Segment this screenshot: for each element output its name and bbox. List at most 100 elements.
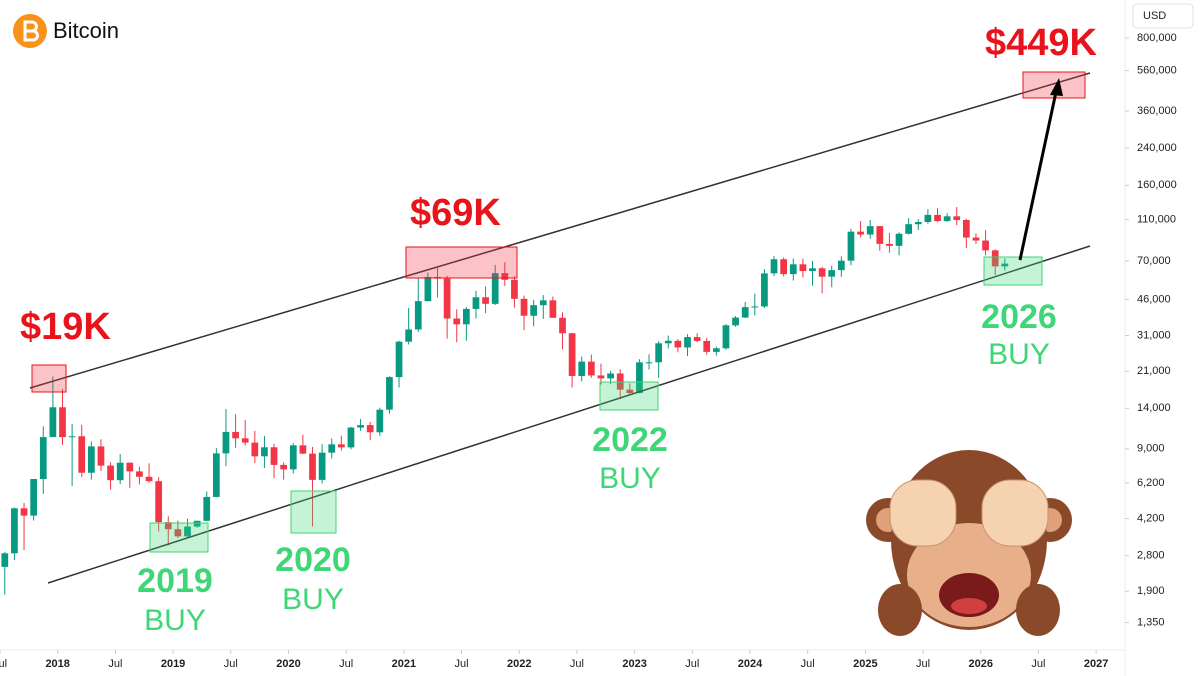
candle-body [636, 362, 643, 394]
candle-body [982, 240, 989, 251]
candle-body [261, 447, 268, 457]
candle-body [270, 447, 278, 465]
lower-channel [47, 245, 1091, 584]
candle-body [116, 462, 124, 481]
x-tick-label: Jul [339, 658, 353, 670]
candle-body [145, 476, 153, 482]
x-tick-label: Jul [108, 658, 122, 670]
candle-body [289, 445, 297, 470]
annotation: $449K [985, 22, 1098, 64]
candle-body [866, 226, 874, 235]
candle-body [722, 325, 730, 349]
x-tick-label: Jul [685, 658, 699, 670]
candle-body [645, 362, 653, 364]
arrow [1018, 91, 1058, 261]
candle-body [886, 243, 893, 246]
candle-body [655, 343, 663, 363]
x-tick-label: Jul [455, 658, 469, 670]
x-tick-label: 2021 [392, 658, 416, 670]
candle-body [876, 226, 884, 244]
y-tick-label: 800,000 [1137, 32, 1177, 44]
y-tick-label: 240,000 [1137, 142, 1177, 154]
top-box [405, 246, 518, 279]
candle-body [453, 318, 461, 325]
candle-body [309, 453, 316, 480]
candle-body [934, 214, 941, 222]
candle-body [222, 431, 230, 454]
candle-body [462, 308, 470, 325]
candle-body [299, 445, 307, 454]
x-tick-label: Jul [0, 658, 7, 670]
candle-body [357, 425, 364, 428]
candle-body [97, 446, 105, 466]
candle-body [828, 270, 836, 277]
annotation: 2020 [275, 541, 351, 579]
x-tick-label: 2023 [622, 658, 646, 670]
candle-body [712, 348, 720, 352]
candle-body [549, 300, 557, 318]
candle-body [597, 375, 605, 379]
top-box [31, 364, 67, 393]
y-tick-label: 21,000 [1137, 365, 1171, 377]
candle-body [895, 233, 903, 246]
candle-body [761, 273, 768, 307]
y-tick-label: 70,000 [1137, 255, 1171, 267]
x-tick-label: Jul [801, 658, 815, 670]
x-tick-label: 2020 [276, 658, 300, 670]
y-tick-label: 31,000 [1137, 329, 1171, 341]
candle-body [328, 444, 336, 453]
candle-body [626, 389, 634, 394]
candle-body [193, 520, 201, 527]
candle-body [443, 278, 451, 319]
x-tick-label: 2022 [507, 658, 531, 670]
candle-body [693, 337, 701, 341]
x-tick-label: 2019 [161, 658, 185, 670]
candle-body [924, 214, 932, 223]
candle-body [703, 340, 711, 352]
y-tick-label: 110,000 [1137, 213, 1176, 225]
monkey [866, 450, 1072, 636]
y-tick-label: 1,900 [1137, 585, 1165, 597]
candle-body [347, 427, 355, 448]
y-tick-label: 14,000 [1137, 402, 1171, 414]
candle-body [376, 409, 384, 433]
candle-body [107, 465, 114, 481]
annotation: 2022 [592, 421, 668, 459]
x-tick-label: 2026 [969, 658, 993, 670]
chart-title: Bitcoin [53, 18, 119, 43]
candle-body [511, 279, 518, 299]
candle-body [20, 508, 28, 516]
x-tick-label: 2025 [853, 658, 877, 670]
candle-body [501, 273, 509, 280]
overlays: $19K $69K $449K 2019 BUY 2020 BUY 2022 B… [20, 22, 1098, 637]
annotation: $19K [20, 306, 111, 348]
y-tick-label: 2,800 [1137, 550, 1165, 562]
candle-body [751, 306, 759, 308]
candle-body [126, 462, 134, 472]
currency-box [1132, 3, 1194, 29]
candle-body [991, 250, 999, 267]
candle-body [732, 317, 739, 326]
candle-body [395, 341, 403, 378]
candle-body [857, 231, 864, 235]
currency: USD [1143, 10, 1166, 22]
candle-body [962, 219, 970, 238]
candle-body [1, 553, 9, 567]
buy-box [983, 256, 1043, 286]
candle-body [953, 216, 961, 220]
candle-body [203, 496, 211, 521]
candle-body [520, 298, 528, 316]
candle-body [770, 259, 778, 274]
annotation: 2026 [981, 298, 1057, 336]
candle-body [30, 479, 38, 516]
candle-body [789, 264, 797, 275]
candle-body [39, 437, 47, 480]
candle-body [472, 297, 480, 309]
candle-body [174, 529, 182, 537]
candle-body [837, 260, 845, 271]
candle-body [664, 340, 672, 344]
candle-body [684, 337, 691, 348]
x-tick-label: Jul [916, 658, 930, 670]
x-tick-label: Jul [224, 658, 238, 670]
